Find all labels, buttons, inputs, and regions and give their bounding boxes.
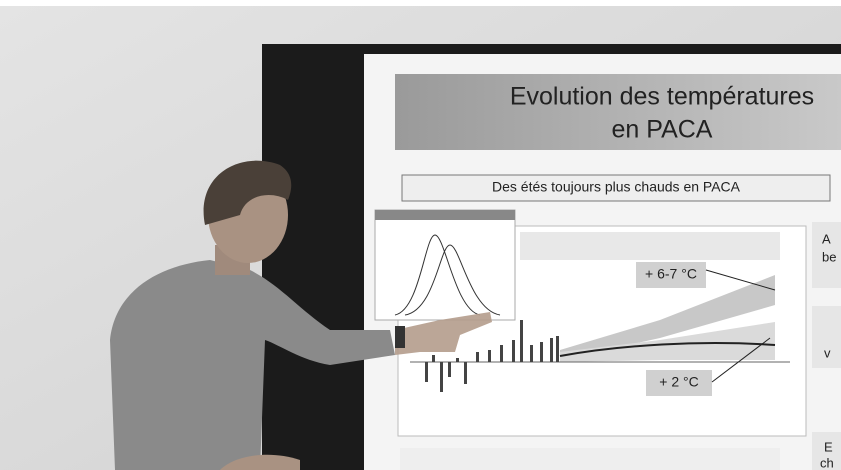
inset-chart [375, 210, 515, 320]
side-text: ch [820, 455, 834, 470]
side-text: v [824, 345, 831, 360]
annotation: + 2 °C [659, 374, 698, 390]
slide-subtitle: Des étés toujours plus chauds en PACA [492, 179, 741, 195]
annotation: + 6-7 °C [645, 266, 697, 282]
photo: Evolution des températures en PACA Des é… [0, 0, 841, 470]
chart-legend [400, 448, 780, 470]
slide-title: Evolution des températures [510, 83, 814, 111]
inset-header [375, 210, 515, 220]
border [0, 0, 841, 6]
slide-title: en PACA [612, 116, 713, 144]
side-text: be [822, 249, 836, 264]
side-text: A [822, 231, 831, 246]
chart-caption [520, 232, 780, 260]
side-text: E [824, 439, 833, 454]
